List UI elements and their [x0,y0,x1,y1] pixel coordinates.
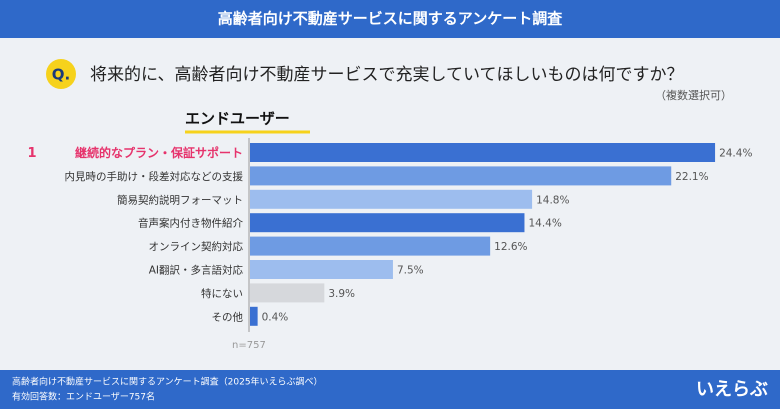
question-badge: Q. [52,66,70,84]
category-label: その他 [212,310,244,323]
value-label: 12.6% [494,241,527,253]
category-label: 特にない [201,288,243,300]
category-label: AI翻訳・多言語対応 [149,264,244,277]
category-label: 簡易契約説明フォーマット [117,193,243,206]
category-label: オンライン契約対応 [149,240,244,253]
header-band [0,0,780,38]
value-label: 24.4% [719,148,752,160]
footer-source: 高齢者向け不動産サービスに関するアンケート調査（2025年いえらぶ調べ） [12,376,323,388]
value-label: 3.9% [328,288,355,300]
bar [250,213,525,233]
bar [250,189,533,209]
rank-label: 1 [27,146,36,161]
bar [250,143,716,162]
bar [250,166,672,186]
value-label: 0.4% [262,311,289,323]
value-label: 22.1% [675,171,708,183]
value-label: 7.5% [397,265,424,277]
sample-note: n=757 [232,340,266,351]
header-title: 高齢者向け不動産サービスに関するアンケート調査 [218,10,563,28]
value-label: 14.4% [528,218,561,230]
chart-title: エンドユーザー [185,110,290,128]
bar [250,236,491,256]
value-label: 14.8% [536,194,569,206]
category-label: 音声案内付き物件紹介 [138,217,243,230]
bar [250,306,258,326]
question-badge-circle [46,59,76,89]
category-label: 継続的なプラン・保証サポート [75,145,243,160]
footer-respondents: 有効回答数：エンドユーザー757名 [12,391,155,403]
bar-chart: 継続的なプラン・保証サポート 24.4% 内見時の手助け・段差対応などの支援 22.1… [27,143,752,326]
logo: いえらぶ [696,379,768,400]
question-text: 将来的に、高齢者向け不動産サービスで充実していてほしいものは何ですか？ [90,65,683,85]
question-note: （複数選択可） [655,88,732,102]
bar [250,260,393,279]
category-label: 内見時の手助け・段差対応などの支援 [65,170,244,183]
footer-band [0,370,780,409]
bar [250,283,325,303]
